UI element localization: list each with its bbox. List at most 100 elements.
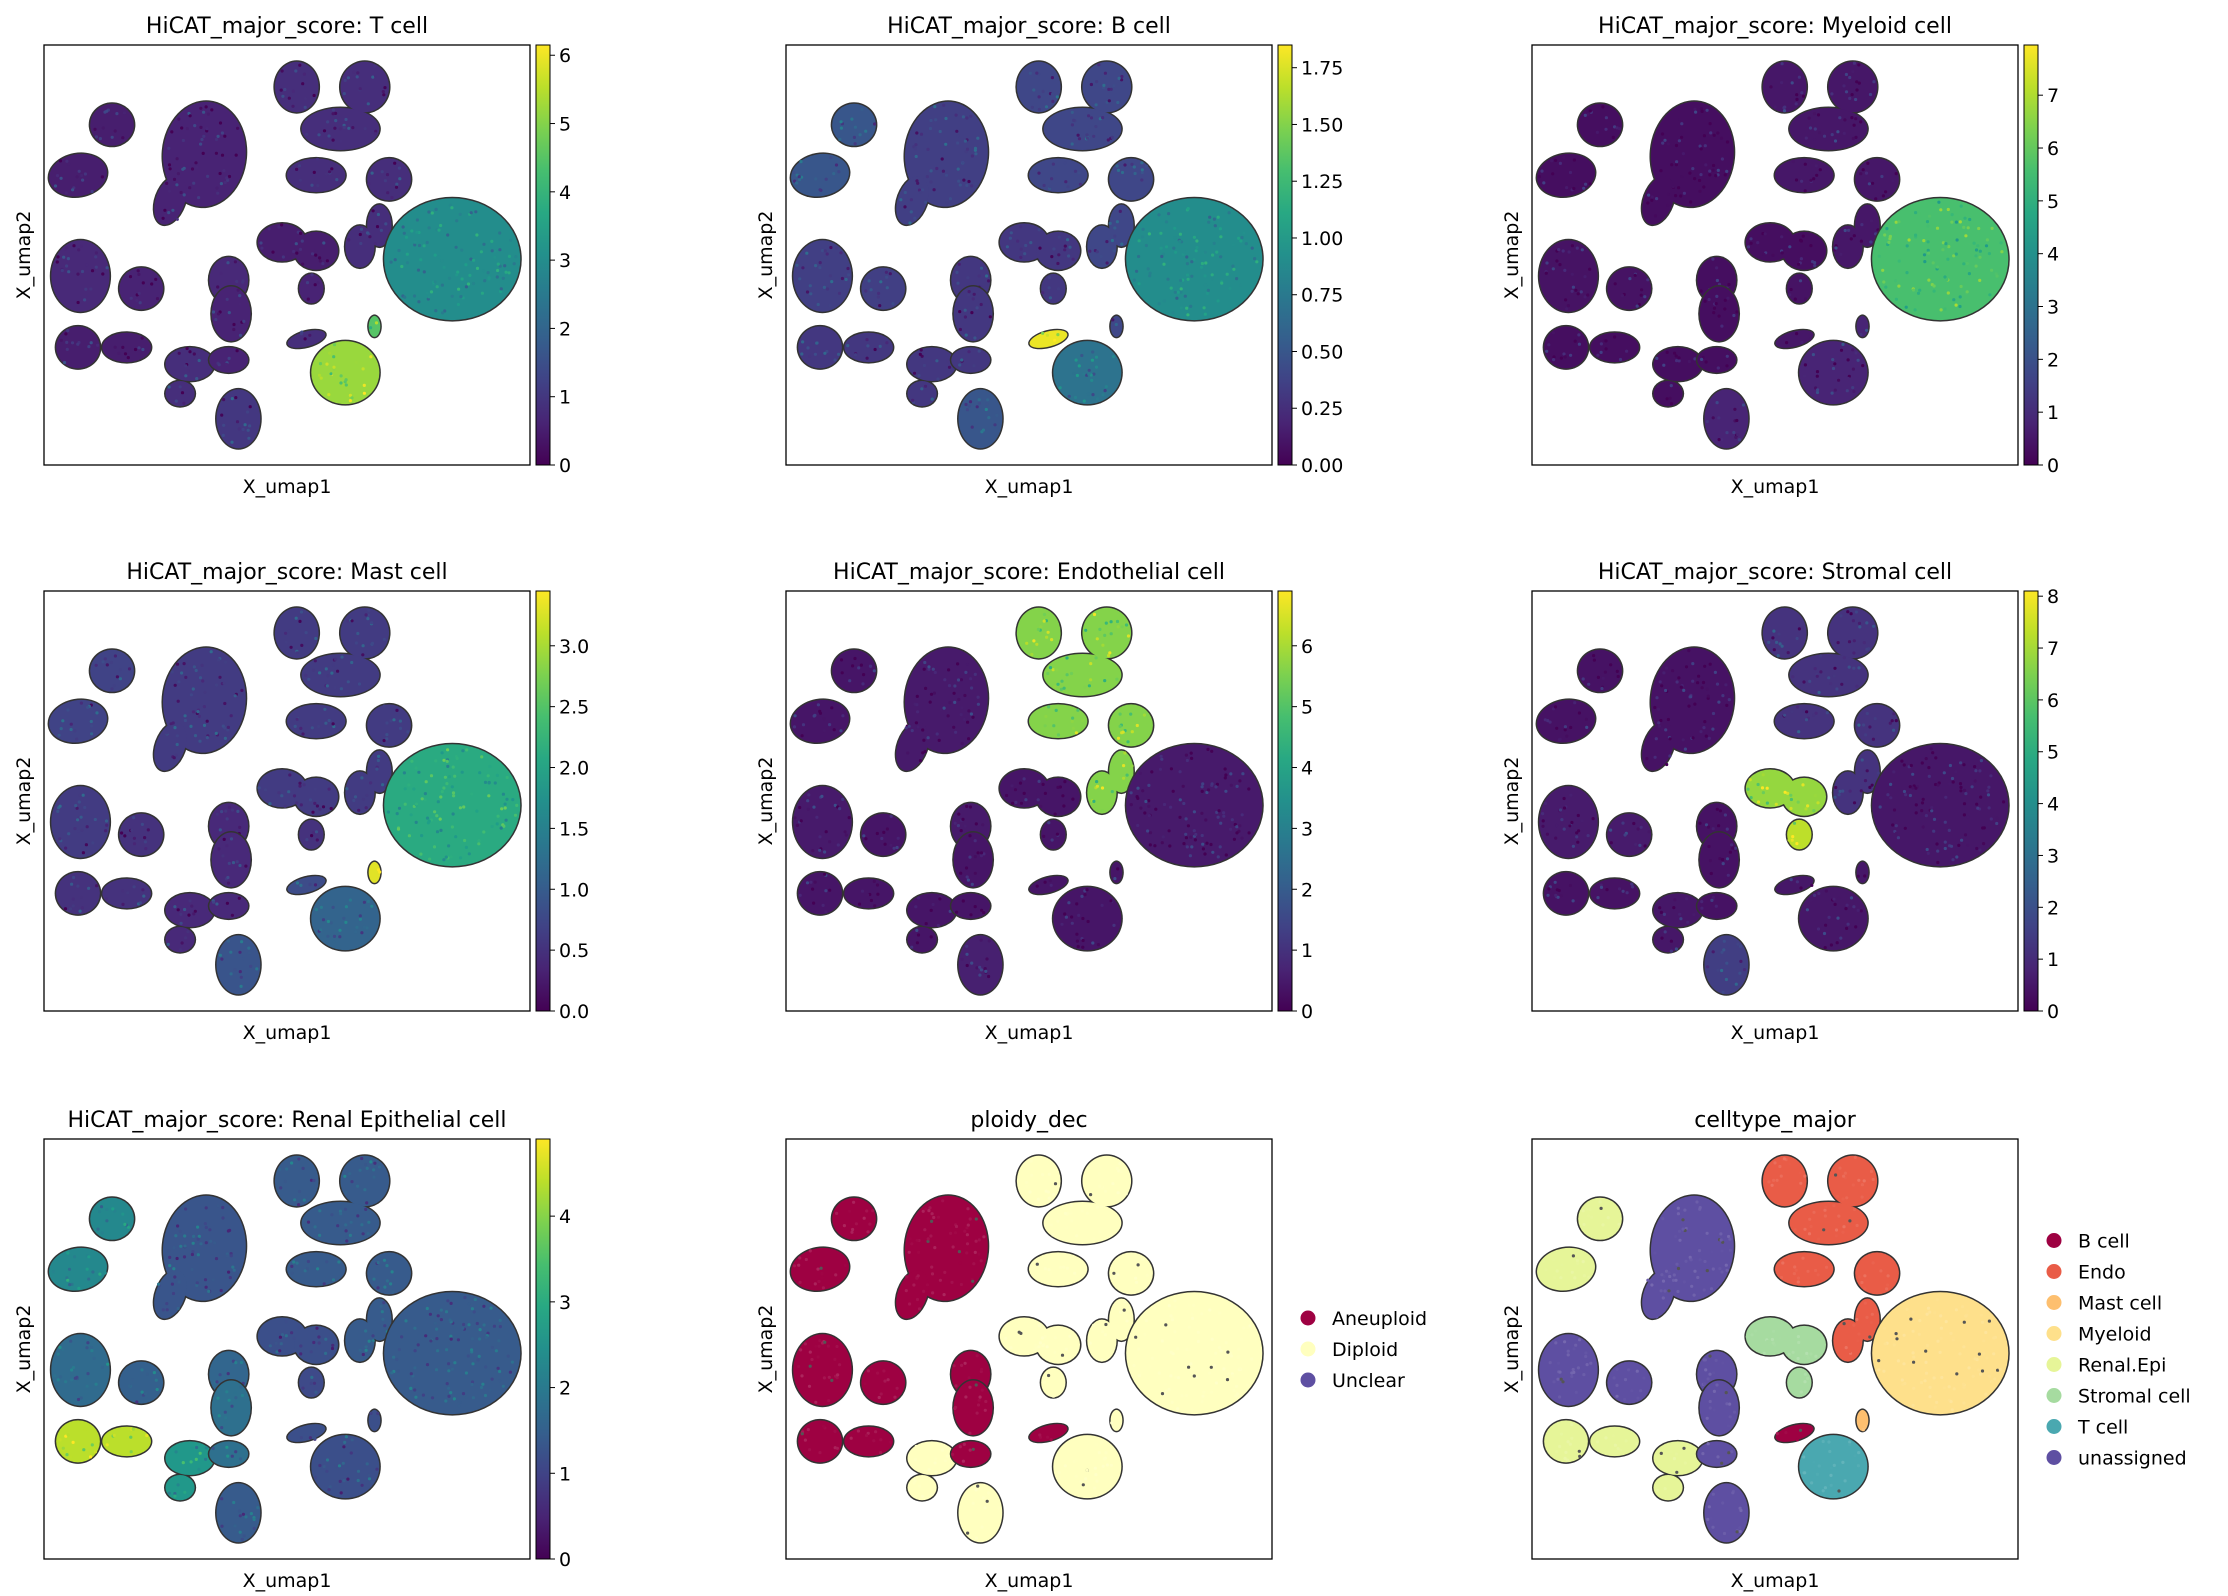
cell-dot	[369, 326, 373, 330]
cell-dot	[867, 279, 871, 283]
cell-dot	[1673, 351, 1677, 355]
cell-dot	[1200, 811, 1204, 815]
cell-dot	[1722, 939, 1726, 943]
cell-dot	[1571, 899, 1575, 903]
cell-dot	[872, 669, 876, 673]
cluster-fill	[119, 813, 164, 856]
cell-dot	[326, 934, 330, 938]
cell-dot	[973, 855, 977, 859]
cell-dot	[792, 725, 797, 729]
cell-dot	[132, 836, 136, 840]
cell-dot	[389, 719, 393, 723]
cell-dot	[171, 721, 175, 725]
cell-dot	[1085, 1211, 1089, 1215]
cell-dot	[973, 839, 977, 843]
cell-dot	[1075, 932, 1079, 936]
cell-dot	[1062, 804, 1066, 808]
cell-dot	[1580, 248, 1584, 252]
cell-dot	[1189, 1396, 1193, 1400]
cell-dot	[1965, 261, 1969, 266]
cell-dot	[1706, 1442, 1710, 1446]
cell-dot	[324, 667, 328, 671]
cell-dot	[1950, 776, 1955, 781]
cell-dot	[1846, 922, 1850, 926]
cluster-N	[1703, 387, 1750, 450]
cell-dot	[829, 245, 833, 250]
cell-dot	[76, 884, 80, 888]
cell-dot	[498, 1318, 502, 1322]
cell-dot	[1570, 1422, 1574, 1427]
cell-dot	[1600, 686, 1604, 691]
cell-dot	[1570, 1374, 1574, 1379]
colorbar-tick-label: 0.0	[559, 1001, 589, 1023]
cell-dot	[1189, 304, 1193, 308]
cell-dot	[1105, 261, 1109, 265]
cell-dot	[414, 820, 418, 825]
cluster-fill	[1043, 108, 1122, 150]
cell-dot	[1954, 220, 1959, 224]
cell-dot	[390, 1270, 394, 1274]
cell-dot	[101, 660, 105, 664]
cell-dot	[498, 1325, 502, 1329]
cluster-O	[286, 328, 327, 350]
cell-dot	[1037, 779, 1041, 784]
cell-dot	[834, 246, 839, 250]
cell-dot	[1814, 711, 1818, 715]
cell-dot	[449, 1337, 453, 1341]
cell-dot	[1570, 289, 1574, 293]
cell-dot	[1926, 1306, 1931, 1310]
cell-dot	[490, 249, 494, 253]
cell-dot	[189, 1460, 193, 1464]
cell-dot	[1862, 641, 1866, 645]
cell-dot	[1804, 807, 1808, 811]
colorbar-tick-label: 2	[559, 318, 571, 340]
cell-dot	[414, 1395, 418, 1399]
cell-dot	[1700, 906, 1704, 910]
cell-dot	[1872, 624, 1876, 628]
cell-dot	[1030, 652, 1034, 657]
cell-dot	[194, 161, 198, 165]
cell-dot	[913, 1458, 918, 1462]
cell-dot	[1041, 1344, 1045, 1348]
cell-dot	[1676, 1289, 1680, 1294]
cell-dot	[1217, 1346, 1222, 1350]
cell-dot	[271, 250, 275, 254]
cell-dot	[1179, 306, 1183, 310]
cluster-fill	[832, 649, 876, 692]
cluster-fill	[907, 927, 937, 953]
cell-dot	[1584, 182, 1588, 186]
cell-dot	[349, 1451, 353, 1455]
cell-dot	[1098, 627, 1102, 632]
cell-dot	[1798, 279, 1803, 283]
cluster-G	[1785, 818, 1813, 851]
x-axis-label: X_umap1	[243, 1570, 332, 1592]
cell-dot	[800, 352, 804, 356]
cell-dot	[1130, 162, 1134, 166]
cell-dot	[297, 1157, 301, 1161]
cell-dot	[1167, 1387, 1171, 1391]
cell-dot	[928, 126, 933, 131]
cell-dot	[1940, 1375, 1944, 1380]
cell-dot	[1833, 902, 1837, 907]
cell-dot	[1715, 682, 1720, 686]
cell-dot	[257, 786, 261, 790]
cell-dot	[924, 1207, 928, 1211]
cell-dot	[1107, 99, 1111, 103]
cell-dot	[1970, 785, 1974, 789]
cell-dot	[1137, 282, 1141, 286]
cell-dot	[1224, 773, 1228, 777]
cell-scatter	[789, 1154, 1264, 1544]
cell-dot	[1790, 81, 1794, 85]
cell-dot	[1045, 1345, 1049, 1349]
cell-dot	[1662, 363, 1666, 367]
cell-dot	[1834, 1234, 1838, 1238]
cell-dot	[1043, 791, 1047, 796]
cell-dot	[1846, 358, 1850, 362]
cell-dot	[230, 440, 234, 444]
cell-dot	[1914, 803, 1918, 807]
cell-dot	[1110, 135, 1114, 139]
cell-dot	[403, 802, 407, 806]
cell-dot	[1143, 1332, 1147, 1337]
cell-dot	[1139, 806, 1143, 810]
panel-title: HiCAT_major_score: Mast cell	[126, 560, 447, 585]
